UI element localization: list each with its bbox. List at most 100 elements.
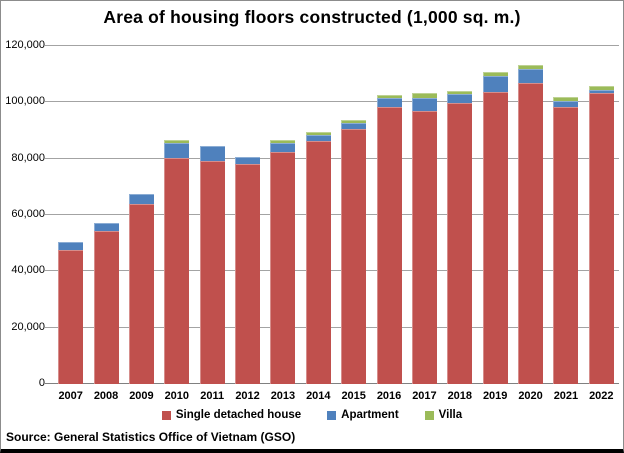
bar-segment-single-detached-house: [482, 92, 508, 384]
y-tick-label: 120,000: [5, 39, 45, 51]
bar-2011: [199, 145, 225, 384]
legend-item-single-detached-house: Single detached house: [161, 409, 302, 421]
bar-segment-villa: [270, 140, 296, 144]
bar-segment-apartment: [164, 143, 190, 159]
bar-segment-single-detached-house: [93, 231, 119, 384]
bar-segment-single-detached-house: [341, 129, 367, 384]
bar-segment-apartment: [588, 89, 614, 93]
bar-segment-single-detached-house: [518, 83, 544, 384]
x-tick-label-2017: 2017: [412, 390, 437, 402]
bar-segment-apartment: [518, 68, 544, 84]
x-tick-label-2019: 2019: [482, 390, 508, 402]
bar-2014: [305, 131, 331, 384]
bar-segment-apartment: [305, 134, 331, 141]
y-tick-label: 0: [38, 377, 45, 389]
legend-swatch-icon: [161, 410, 171, 420]
bar-segment-single-detached-house: [376, 106, 402, 384]
bar-2015: [341, 120, 367, 384]
bar-segment-apartment: [447, 94, 473, 103]
bar-segment-villa: [482, 71, 508, 76]
x-tick-label-2018: 2018: [447, 390, 473, 402]
y-axis-labels: 0 20,000 40,000 60,000 80,000 100,000 120,000: [1, 40, 45, 389]
bar-2008: [93, 223, 119, 384]
bar-segment-apartment: [553, 100, 579, 107]
legend-swatch-icon: [327, 410, 337, 420]
x-tick-label-2013: 2013: [270, 390, 296, 402]
legend-item-villa: Villa: [424, 409, 463, 421]
bar-segment-apartment: [235, 156, 261, 164]
bar-segment-single-detached-house: [58, 249, 84, 384]
bar-segment-apartment: [270, 143, 296, 153]
x-tick-label-2011: 2011: [200, 390, 225, 402]
bar-segment-villa: [588, 85, 614, 90]
bar-2019: [482, 71, 508, 384]
bar-segment-apartment: [128, 194, 154, 205]
y-tick-label: 20,000: [11, 320, 45, 333]
bar-segment-single-detached-house: [305, 140, 331, 384]
bar-segment-single-detached-house: [128, 204, 154, 384]
x-tick-label-2007: 2007: [58, 390, 83, 402]
bar-segment-apartment: [411, 97, 437, 111]
bar-2020: [518, 65, 544, 384]
bar-segment-apartment: [93, 223, 119, 232]
bar-segment-villa: [376, 95, 402, 99]
bar-segment-apartment: [58, 241, 84, 250]
bar-2017: [411, 93, 437, 384]
bar-segment-single-detached-house: [411, 110, 437, 384]
y-tick-label: 80,000: [11, 151, 45, 164]
legend: Single detached house Apartment Villa: [1, 409, 623, 421]
bar-segment-single-detached-house: [270, 152, 296, 384]
x-tick-label-2010: 2010: [164, 390, 190, 402]
bar-segment-villa: [305, 131, 331, 135]
bar-segment-single-detached-house: [235, 163, 261, 384]
bar-segment-single-detached-house: [164, 158, 190, 384]
legend-label: Villa: [438, 409, 463, 421]
x-tick-label-2009: 2009: [129, 390, 154, 402]
bar-2016: [376, 95, 402, 384]
bar-segment-villa: [341, 120, 367, 124]
bar-segment-villa: [164, 140, 190, 144]
bar-segment-single-detached-house: [447, 102, 473, 384]
bar-segment-single-detached-house: [588, 92, 614, 384]
bar-segment-apartment: [341, 123, 367, 130]
x-tick-label-2016: 2016: [376, 390, 402, 402]
gridline-40000: [45, 270, 619, 272]
x-tick-label-2015: 2015: [341, 390, 366, 402]
x-tick-label-2012: 2012: [235, 390, 260, 402]
bar-segment-villa: [518, 65, 544, 69]
plot-area: [45, 45, 619, 384]
bar-segment-villa: [447, 90, 473, 95]
bar-2018: [447, 90, 473, 384]
bar-segment-apartment: [376, 98, 402, 107]
legend-label: Single detached house: [175, 409, 302, 421]
bar-segment-single-detached-house: [199, 160, 225, 384]
gridline-100000: [45, 101, 619, 103]
legend-swatch-icon: [424, 410, 434, 420]
gridline-60000: [45, 214, 619, 215]
x-tick-label-2008: 2008: [93, 390, 119, 402]
legend-item-apartment: Apartment: [327, 409, 399, 421]
bar-2007: [58, 241, 84, 384]
bar-2021: [553, 97, 579, 384]
bar-segment-villa: [411, 93, 437, 98]
y-tick-label: 40,000: [11, 264, 45, 277]
bar-2012: [235, 156, 261, 384]
x-tick-label-2021: 2021: [553, 390, 579, 402]
x-axis-labels: 2007 2008 2009 2010 2011 2012 2013 2014 2015 2016…: [53, 390, 619, 402]
bar-2013: [270, 140, 296, 384]
bar-segment-single-detached-house: [553, 106, 579, 384]
gridline-0: [45, 383, 619, 384]
gridline-20000: [45, 326, 619, 328]
x-tick-label-2022: 2022: [589, 390, 614, 402]
y-tick-label: 100,000: [5, 95, 45, 108]
x-tick-label-2020: 2020: [518, 390, 543, 402]
bar-2022: [588, 85, 614, 384]
x-tick-label-2014: 2014: [306, 390, 331, 402]
legend-label: Apartment: [341, 409, 399, 421]
y-tick-label: 60,000: [11, 208, 45, 220]
bar-2009: [128, 194, 154, 384]
gridline-120000: [45, 45, 619, 46]
bar-segment-apartment: [482, 75, 508, 93]
bar-segment-apartment: [199, 145, 225, 161]
